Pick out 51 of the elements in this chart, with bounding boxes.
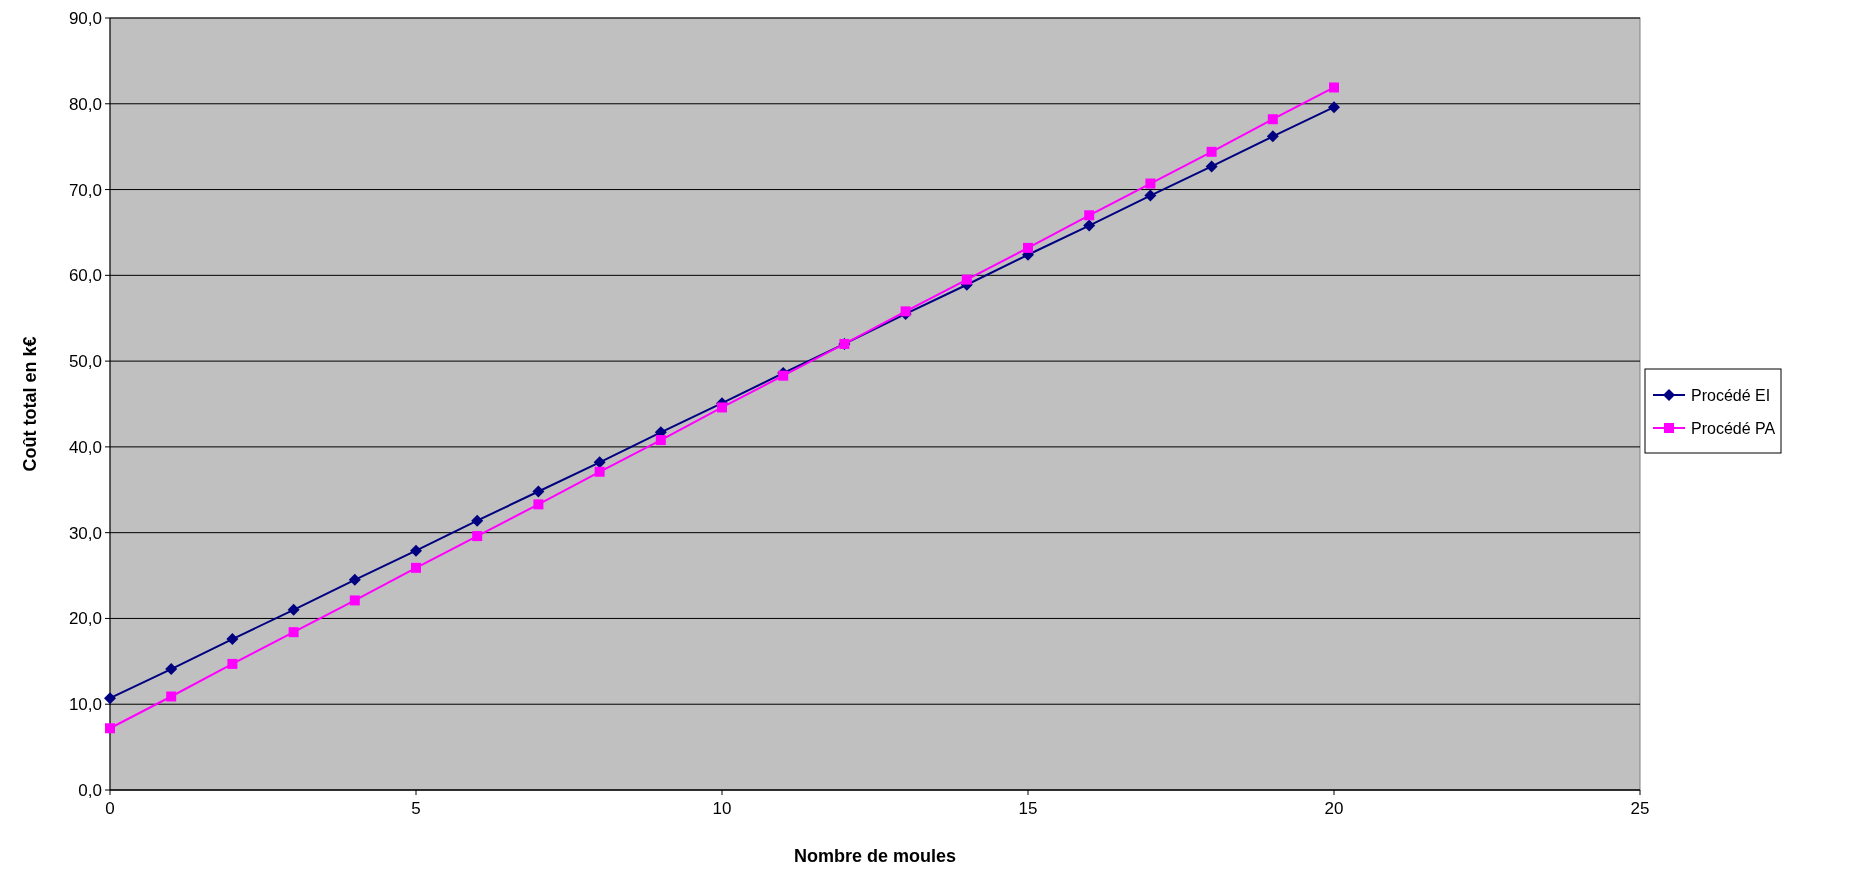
point [471, 514, 484, 527]
y-tick-label: 90,0 [68, 8, 102, 28]
y-tick-label: 0,0 [78, 780, 102, 800]
y-tick-label: 40,0 [68, 437, 102, 457]
x-tick-label: 0 [105, 799, 115, 818]
point [1266, 130, 1279, 143]
point [533, 499, 544, 510]
y-tick-label: 60,0 [68, 266, 102, 286]
legend-label: Procédé EI [1691, 386, 1771, 404]
point [532, 485, 545, 498]
point [288, 627, 299, 638]
x-tick-label: 5 [411, 799, 421, 818]
x-tick-label: 25 [1630, 799, 1650, 818]
point [1205, 160, 1218, 173]
x-tick-label: 20 [1324, 799, 1344, 818]
x-tick-label: 10 [712, 799, 732, 818]
y-tick-label: 50,0 [68, 352, 102, 372]
point [1023, 242, 1033, 253]
point [410, 544, 422, 557]
point [226, 633, 239, 646]
y-tick-label: 10,0 [68, 695, 102, 715]
x-tick-label: 15 [1018, 799, 1038, 818]
point [717, 402, 727, 413]
point [411, 562, 421, 573]
point [1084, 210, 1095, 221]
point [594, 466, 605, 477]
point [1144, 189, 1157, 202]
point [104, 692, 116, 705]
legend-label: Procédé PA [1691, 419, 1776, 437]
y-axis-title: Coût total en k€ [20, 336, 40, 472]
point [348, 573, 361, 586]
y-tick-label: 80,0 [68, 94, 102, 114]
point [1083, 219, 1096, 232]
point [227, 658, 238, 669]
x-axis-title: Nombre de moules [793, 846, 957, 866]
point [1329, 82, 1339, 93]
point [655, 435, 666, 446]
y-tick-label: 70,0 [68, 180, 102, 200]
point [105, 723, 115, 734]
point [1145, 178, 1156, 189]
point [349, 595, 360, 606]
point [165, 663, 178, 676]
point [1328, 101, 1340, 114]
point [472, 531, 483, 542]
point [1267, 114, 1278, 125]
point [1206, 146, 1217, 157]
point [961, 274, 972, 285]
y-tick-label: 30,0 [68, 523, 102, 543]
y-tick-label: 20,0 [68, 609, 102, 629]
point [287, 603, 300, 616]
point [166, 691, 177, 702]
